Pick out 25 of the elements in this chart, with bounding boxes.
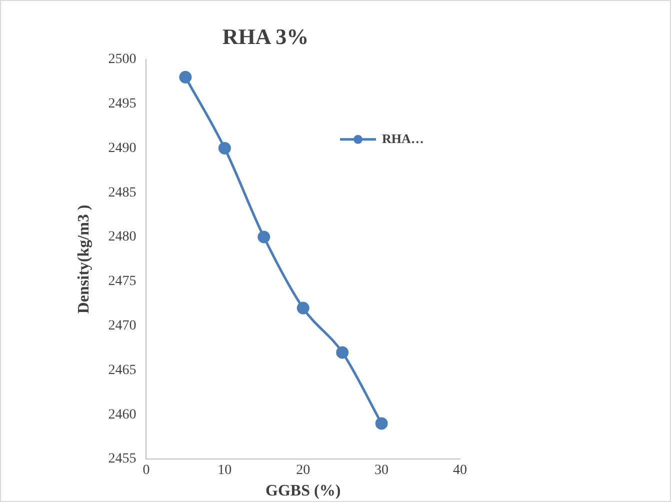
y-tick-label: 2460: [108, 407, 136, 422]
y-tick-label: 2480: [108, 230, 136, 245]
point: [336, 346, 349, 359]
point: [218, 142, 231, 154]
chart-title: RHA 3%: [222, 24, 309, 49]
x-tick-label: 10: [218, 463, 232, 478]
y-tick-label: 2475: [108, 274, 136, 290]
x-tick-label: 0: [142, 463, 150, 478]
y-tick-label: 2490: [108, 140, 136, 156]
x-axis-title: GGBS (%): [266, 482, 341, 500]
x-tick-label: 30: [374, 463, 389, 478]
legend-label: RHA…: [382, 130, 424, 146]
y-axis-title: Density(kg/m3 ): [76, 204, 93, 314]
x-tick-label: 20: [296, 463, 310, 478]
y-tick-label: 2500: [108, 52, 136, 68]
point: [179, 70, 192, 84]
x-tick-label: 40: [453, 463, 467, 478]
y-tick-label: 2485: [108, 185, 136, 200]
y-tick-label: 2470: [108, 318, 136, 334]
point: [296, 302, 310, 314]
point: [375, 417, 388, 430]
y-tick-label: 2495: [108, 96, 136, 112]
y-tick-label: 2465: [108, 362, 136, 378]
point: [258, 230, 270, 244]
y-tick-label: 2455: [108, 452, 136, 467]
